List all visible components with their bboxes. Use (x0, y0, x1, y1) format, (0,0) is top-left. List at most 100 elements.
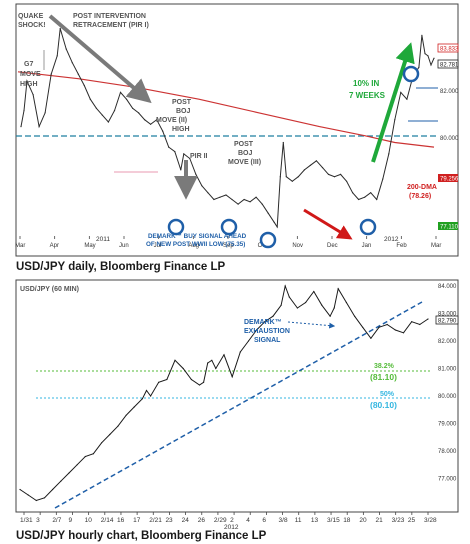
hourly-price-point (427, 318, 429, 320)
daily-price-point (168, 146, 170, 148)
hourly-x-tick-label: 10 (85, 517, 93, 524)
demark-circle-3 (259, 231, 277, 249)
hourly-price-point (125, 414, 127, 416)
hourly-price-point (117, 425, 119, 427)
daily-x-tick-label: May (84, 243, 95, 249)
daily-price-point (207, 192, 209, 194)
hourly-price-point (158, 381, 160, 383)
daily-price-point (23, 110, 25, 112)
hourly-x-tick-label: 3 (36, 517, 40, 524)
hourly-price-point (43, 497, 46, 499)
hourly-price-point (419, 323, 421, 326)
hourly-price-point (35, 499, 37, 502)
note-pir2: PIR II (190, 153, 208, 160)
hourly-price-point (288, 296, 290, 298)
daily-price-point (421, 34, 423, 37)
daily-price-point (174, 151, 176, 153)
daily-x-tick-label: Jun (119, 243, 129, 249)
hourly-x-tick-label: 23 (165, 517, 173, 524)
daily-price-point (83, 84, 85, 87)
hourly-price-point (305, 301, 307, 304)
hourly-price-point (223, 354, 225, 356)
hourly-price-point (333, 307, 335, 309)
hourly-x-tick-label: 25 (408, 517, 416, 524)
daily-200dma-line (17, 71, 435, 148)
daily-price-point (219, 196, 221, 198)
hourly-price-point (256, 329, 258, 331)
hourly-price-point (150, 395, 152, 397)
hourly-x-tick-label: 6 (262, 517, 266, 524)
hourly-price-point (76, 464, 78, 466)
daily-price-point (125, 98, 128, 100)
daily-price-point (382, 178, 384, 180)
daily-price-point (370, 192, 372, 194)
hourly-y-axis: 84.000 83.000 82.000 81.000 80.000 79.000 78.0… (438, 284, 457, 483)
daily-price-point (144, 119, 146, 121)
hourly-price-point (133, 406, 135, 408)
daily-y-tick-1: 80.000 (440, 136, 459, 142)
daily-price-point (282, 141, 284, 144)
price-tag-3: 77.110 (440, 225, 459, 231)
daily-price-point (285, 176, 287, 178)
daily-price-point (77, 73, 79, 75)
hourly-x-tick-label: 2/7 (52, 517, 61, 524)
daily-price-line (20, 28, 435, 229)
hourly-x-tick-label: 20 (359, 517, 367, 524)
hourly-price-point (101, 442, 103, 444)
note-quake-l2: SHOCK! (18, 22, 46, 29)
daily-x-tick-label: Jan (362, 243, 372, 249)
daily-price-point (255, 196, 257, 198)
note-demark-l1: DEMARK™ BUY SIGNAL AHEAD (148, 233, 247, 240)
year-label-2012: 2012 (384, 236, 399, 243)
price-tag-box-1 (437, 59, 459, 69)
note-g7-l1: G7 (24, 61, 33, 68)
hourly-year-label: 2012 (224, 524, 239, 531)
hourly-x-tick-label: 18 (343, 517, 351, 524)
hourly-x-tick-label: 24 (182, 517, 190, 524)
hourly-price-point (60, 480, 62, 482)
year-label-2011: 2011 (96, 236, 110, 243)
fib-50-value: (80.10) (370, 400, 397, 410)
price-tag-0: 83.833 (440, 47, 459, 53)
hourly-price-point (296, 307, 298, 309)
daily-x-tick-label: Dec (327, 243, 338, 249)
daily-price-point (327, 173, 330, 175)
note-pir-l1: POST INTERVENTION (73, 13, 146, 20)
daily-price-point (333, 176, 336, 178)
note-exhaustion-l1: DEMARK™ (244, 319, 282, 326)
daily-price-point (303, 169, 305, 171)
hourly-price-point (321, 304, 323, 306)
daily-price-point (267, 212, 269, 214)
daily-y-axis: 82.000 80.000 83.833 82.781 79.256 77.11… (437, 43, 459, 231)
hourly-x-tick-label: 2/14 (101, 517, 114, 524)
daily-x-tick-label: Apr (50, 243, 59, 249)
note-boj2-l1: POST (172, 99, 192, 106)
daily-price-point (231, 198, 233, 201)
hourly-price-point (92, 453, 94, 455)
demark-circle-4 (359, 218, 377, 236)
hourly-price-point (378, 326, 380, 328)
hourly-price-tag-box (435, 315, 459, 325)
hourly-price-point (141, 398, 143, 400)
daily-price-point (364, 196, 366, 198)
hourly-x-tick-label: 13 (311, 517, 319, 524)
daily-x-tick-label: Mar (431, 243, 441, 249)
hourly-y-tick-label: 77.000 (438, 477, 457, 483)
price-tag-2: 79.256 (440, 177, 459, 183)
hourly-price-line (19, 284, 429, 502)
hourly-price-point (198, 384, 201, 386)
hourly-y-tick-label: 83.000 (438, 312, 457, 318)
daily-chart: MarAprMayJunJulAugSepOctNovDecJanFebMar … (15, 3, 459, 257)
hourly-chart-frame (15, 279, 459, 513)
hourly-x-tick-label: 2 (230, 517, 234, 524)
daily-price-point (89, 98, 91, 100)
note-dma-l1: 200-DMA (407, 184, 437, 191)
hourly-x-tick-label: 9 (68, 517, 72, 524)
hourly-price-point (411, 321, 413, 323)
hourly-price-point (109, 433, 111, 436)
note-10pct-l1: 10% IN (353, 79, 379, 88)
daily-price-point (189, 157, 191, 160)
hourly-price-point (215, 367, 217, 370)
daily-price-point (195, 173, 197, 175)
rally-arrow (371, 42, 415, 163)
